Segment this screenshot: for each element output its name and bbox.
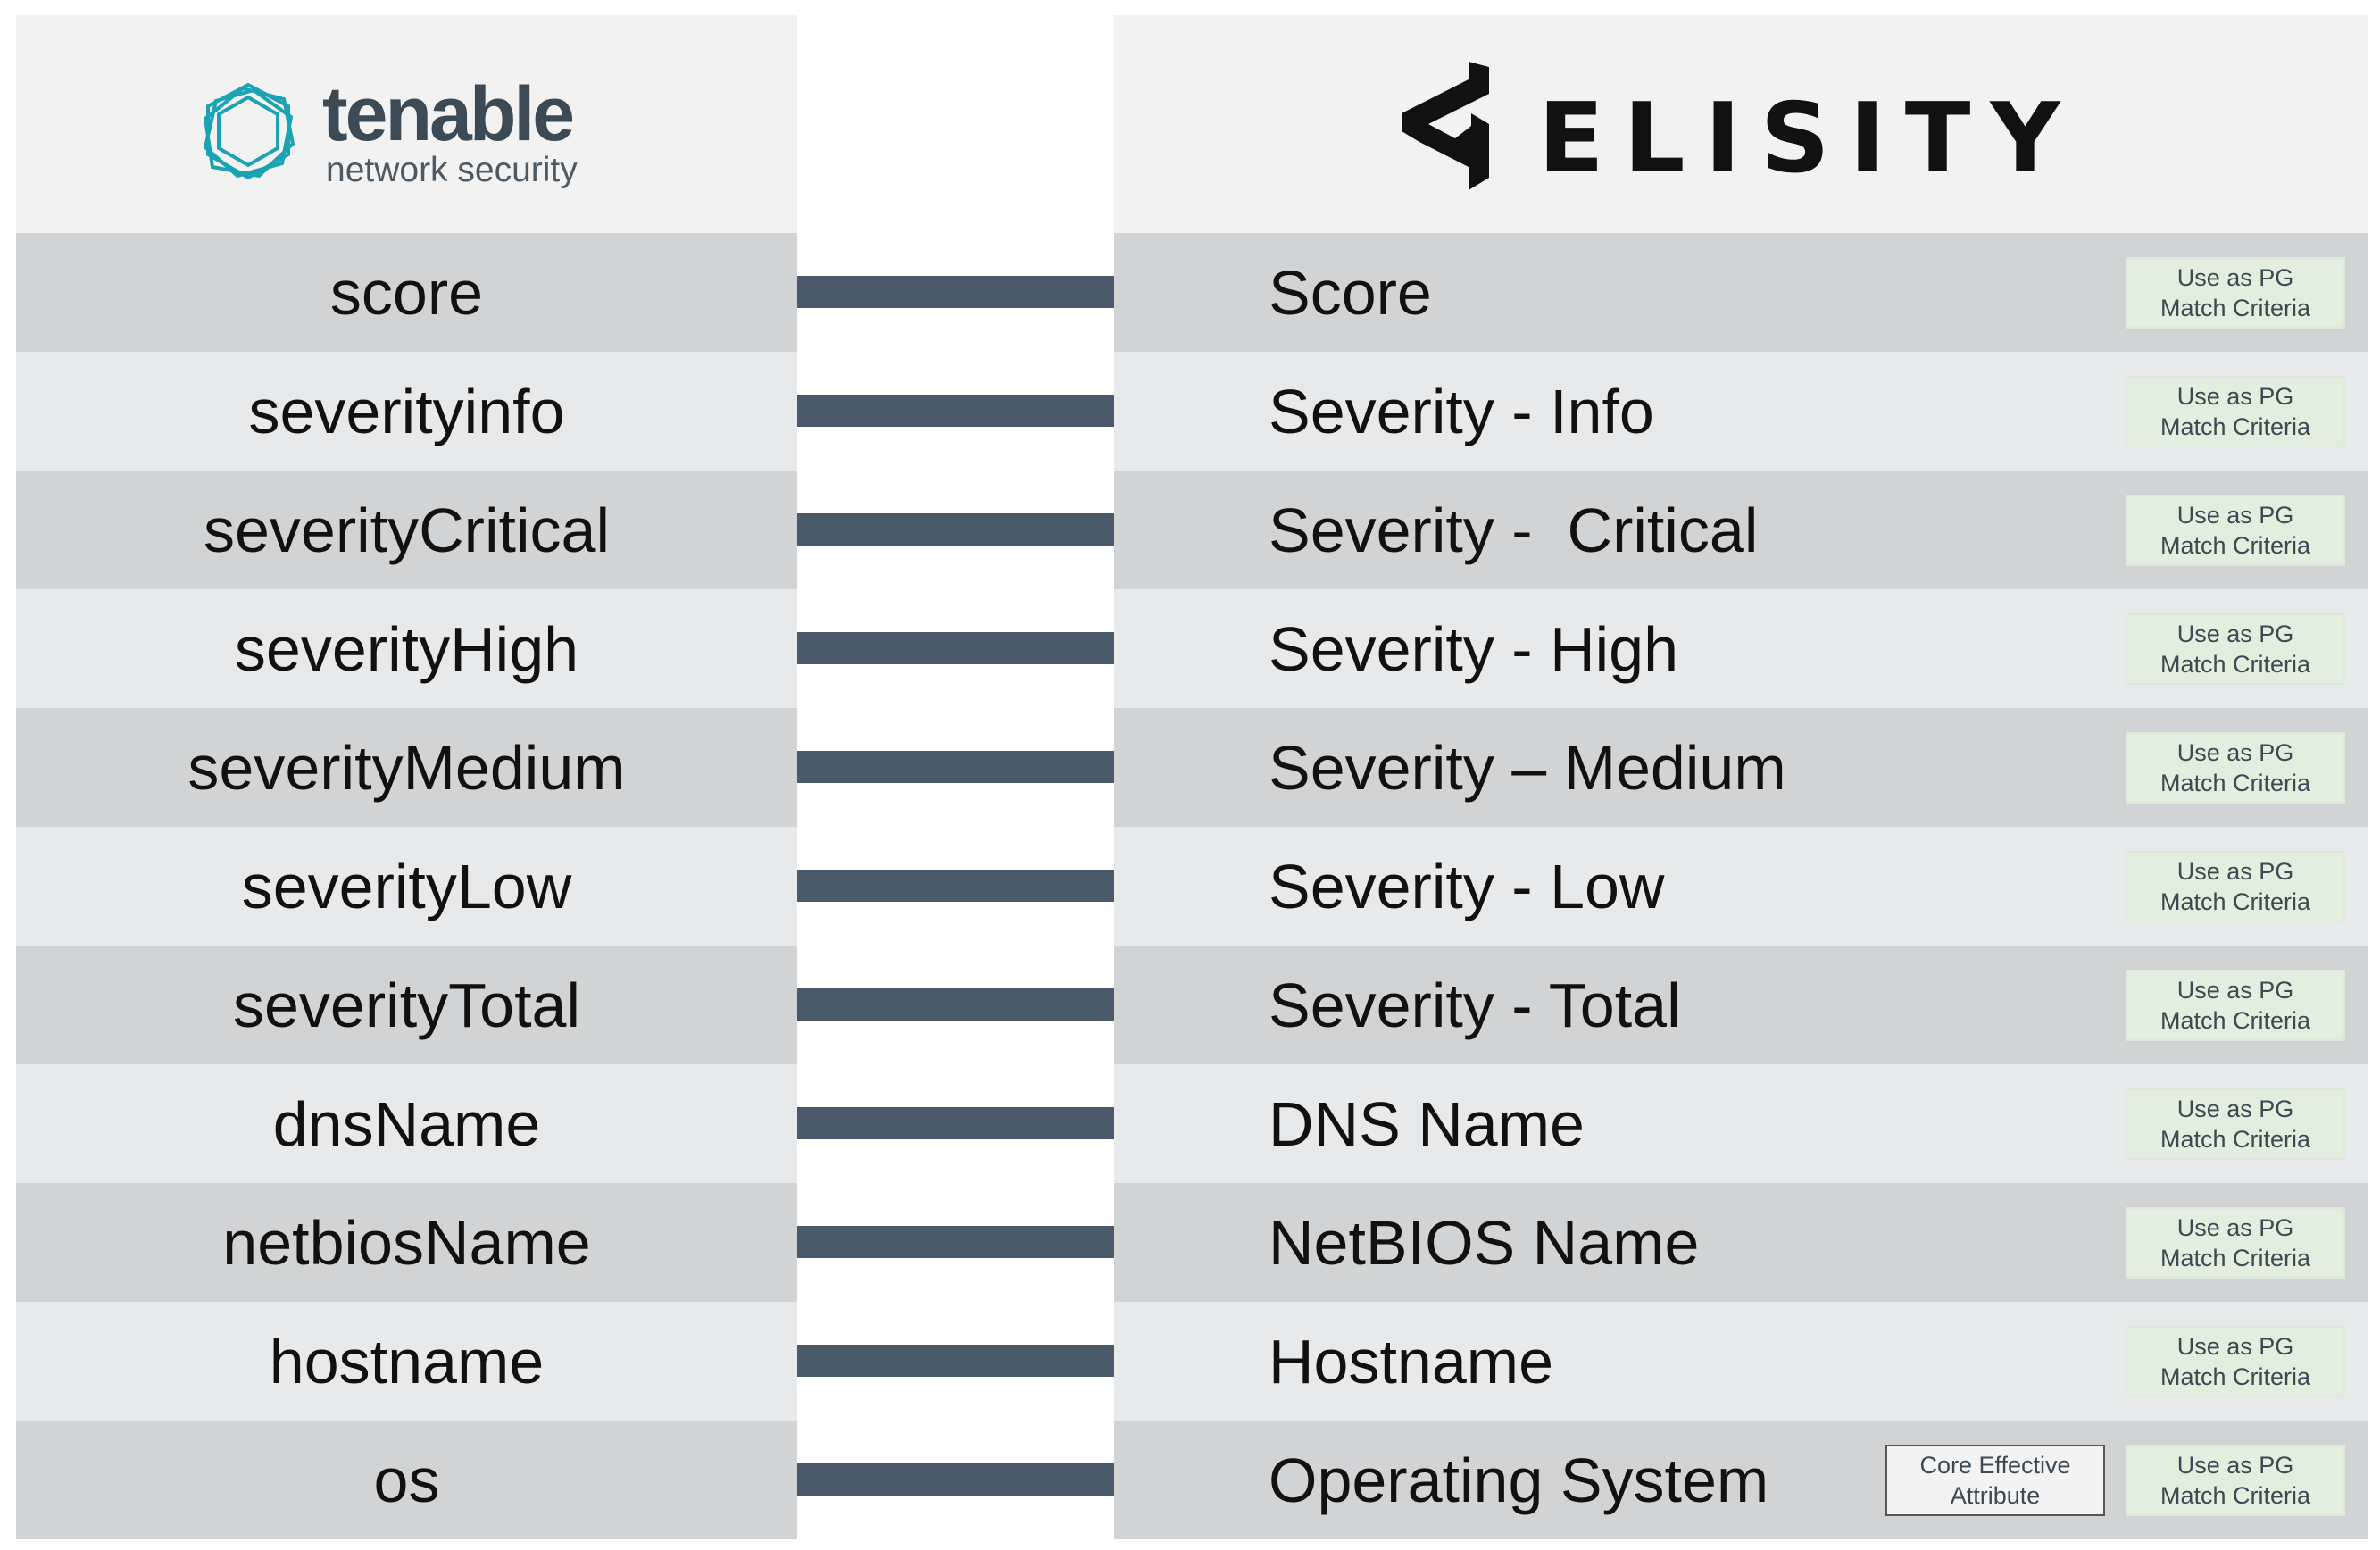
source-field-label: severityTotal <box>232 970 581 1040</box>
source-field-row: dnsName <box>16 1064 797 1183</box>
source-field-row: severityinfo <box>16 352 797 471</box>
core-effective-attribute-badge: Core Effective Attribute <box>1885 1444 2105 1516</box>
source-field-row: severityLow <box>16 827 797 946</box>
pg-badge-line1: Use as PG <box>2176 738 2294 766</box>
source-field-row: severityMedium <box>16 708 797 827</box>
target-attribute-row: Severity - Critical Use as PG Match Criter… <box>1114 471 2368 589</box>
target-attribute-list: Score Use as PG Match Criteria Severity - I… <box>1114 233 2368 1539</box>
target-attribute-label: Severity – Medium <box>1269 732 1786 803</box>
pg-badge-line2: Match Criteria <box>2159 1006 2311 1034</box>
pg-match-criteria-badge[interactable]: Use as PG Match Criteria <box>2126 969 2345 1041</box>
pg-match-criteria-badge[interactable]: Use as PG Match Criteria <box>2126 850 2345 922</box>
source-field-label: dnsName <box>272 1088 541 1159</box>
target-attribute-label: Severity - Low <box>1269 851 1665 921</box>
source-field-row: hostname <box>16 1302 797 1421</box>
pg-badge-line1: Use as PG <box>2176 501 2294 529</box>
source-field-row: os <box>16 1421 797 1539</box>
target-attribute-row: NetBIOS Name Use as PG Match Criteria <box>1114 1183 2368 1302</box>
source-field-label: hostname <box>269 1326 545 1396</box>
pg-match-criteria-badge[interactable]: Use as PG Match Criteria <box>2126 1444 2345 1516</box>
source-field-row: severityCritical <box>16 471 797 589</box>
target-attribute-label: Severity - Total <box>1269 970 1681 1040</box>
target-attribute-row: Severity - Total Use as PG Match Criteria <box>1114 946 2368 1064</box>
source-field-row: severityTotal <box>16 946 797 1064</box>
elisity-logo: ELISITY <box>1402 62 2060 196</box>
pg-badge-line2: Match Criteria <box>2159 650 2311 678</box>
pg-match-criteria-badge[interactable]: Use as PG Match Criteria <box>2126 731 2345 804</box>
source-field-label: severityLow <box>241 851 572 921</box>
pg-badge-line2: Match Criteria <box>2159 769 2311 796</box>
pg-badge-line1: Use as PG <box>2176 263 2294 291</box>
target-attribute-row: DNS Name Use as PG Match Criteria <box>1114 1064 2368 1183</box>
target-attribute-label: Score <box>1269 257 1432 328</box>
core-badge-line2: Attribute <box>1950 1481 2041 1509</box>
core-badge-line1: Core Effective <box>1919 1451 2071 1479</box>
pg-match-criteria-badge[interactable]: Use as PG Match Criteria <box>2126 256 2345 329</box>
pg-badge-line1: Use as PG <box>2176 1451 2294 1479</box>
tenable-tagline: network security <box>326 151 578 189</box>
pg-badge-line1: Use as PG <box>2176 620 2294 647</box>
target-attribute-label: DNS Name <box>1269 1088 1585 1159</box>
source-field-row: severityHigh <box>16 589 797 708</box>
pg-match-criteria-badge[interactable]: Use as PG Match Criteria <box>2126 494 2345 566</box>
pg-match-criteria-badge[interactable]: Use as PG Match Criteria <box>2126 1325 2345 1397</box>
target-attribute-label: Severity - High <box>1269 613 1679 684</box>
pg-badge-line2: Match Criteria <box>2159 1125 2311 1153</box>
target-attribute-row: Severity - High Use as PG Match Criteria <box>1114 589 2368 708</box>
pg-badge-line1: Use as PG <box>2176 976 2294 1004</box>
pg-badge-line1: Use as PG <box>2176 857 2294 885</box>
source-field-label: os <box>373 1445 440 1515</box>
pg-badge-line2: Match Criteria <box>2159 888 2311 915</box>
target-attribute-row: Operating System Core Effective Attribute U… <box>1114 1421 2368 1539</box>
target-attribute-label: Hostname <box>1269 1326 1554 1396</box>
target-attribute-row: Severity - Info Use as PG Match Criteria <box>1114 352 2368 471</box>
target-attribute-label: NetBIOS Name <box>1269 1207 1700 1278</box>
source-field-label: severityCritical <box>203 495 611 565</box>
target-attribute-row: Severity – Medium Use as PG Match Criteria <box>1114 708 2368 827</box>
target-attribute-row: Score Use as PG Match Criteria <box>1114 233 2368 352</box>
target-header: ELISITY <box>1114 15 2368 233</box>
source-field-label: severityMedium <box>187 732 626 803</box>
tenable-hexagon-icon <box>203 82 295 180</box>
source-field-list: score severityinfo severityCritical severit… <box>16 233 797 1539</box>
pg-match-criteria-badge[interactable]: Use as PG Match Criteria <box>2126 1206 2345 1279</box>
elisity-wordmark: ELISITY <box>1538 83 2080 195</box>
target-attribute-row: Hostname Use as PG Match Criteria <box>1114 1302 2368 1421</box>
pg-badge-line1: Use as PG <box>2176 382 2294 410</box>
target-attribute-label: Operating System <box>1269 1445 1769 1515</box>
source-field-label: score <box>329 257 484 328</box>
tenable-wordmark: tenable <box>322 71 575 157</box>
source-field-row: score <box>16 233 797 352</box>
target-column: ELISITY Score Use as PG Match Criteria Seve… <box>1114 15 2368 1539</box>
pg-badge-line1: Use as PG <box>2176 1095 2294 1122</box>
elisity-mark-icon <box>1402 62 1489 190</box>
source-field-label: severityinfo <box>248 376 565 446</box>
pg-match-criteria-badge[interactable]: Use as PG Match Criteria <box>2126 375 2345 447</box>
pg-badge-line2: Match Criteria <box>2159 1244 2311 1271</box>
target-attribute-label: Severity - Critical <box>1269 495 1759 565</box>
pg-badge-line2: Match Criteria <box>2159 1362 2311 1390</box>
pg-badge-line2: Match Criteria <box>2159 531 2311 559</box>
pg-match-criteria-badge[interactable]: Use as PG Match Criteria <box>2126 1088 2345 1160</box>
pg-badge-line1: Use as PG <box>2176 1332 2294 1360</box>
pg-badge-line2: Match Criteria <box>2159 294 2311 321</box>
source-field-label: severityHigh <box>234 613 579 684</box>
source-header: tenable network security <box>16 15 797 233</box>
source-field-label: netbiosName <box>222 1207 591 1278</box>
source-column: tenable network security score severityin… <box>16 15 797 1539</box>
pg-badge-line1: Use as PG <box>2176 1213 2294 1241</box>
target-attribute-row: Severity - Low Use as PG Match Criteria <box>1114 827 2368 946</box>
pg-badge-line2: Match Criteria <box>2159 1481 2311 1509</box>
pg-badge-line2: Match Criteria <box>2159 412 2311 440</box>
tenable-logo: tenable network security <box>195 71 605 189</box>
source-field-row: netbiosName <box>16 1183 797 1302</box>
pg-match-criteria-badge[interactable]: Use as PG Match Criteria <box>2126 612 2345 685</box>
target-attribute-label: Severity - Info <box>1269 376 1654 446</box>
